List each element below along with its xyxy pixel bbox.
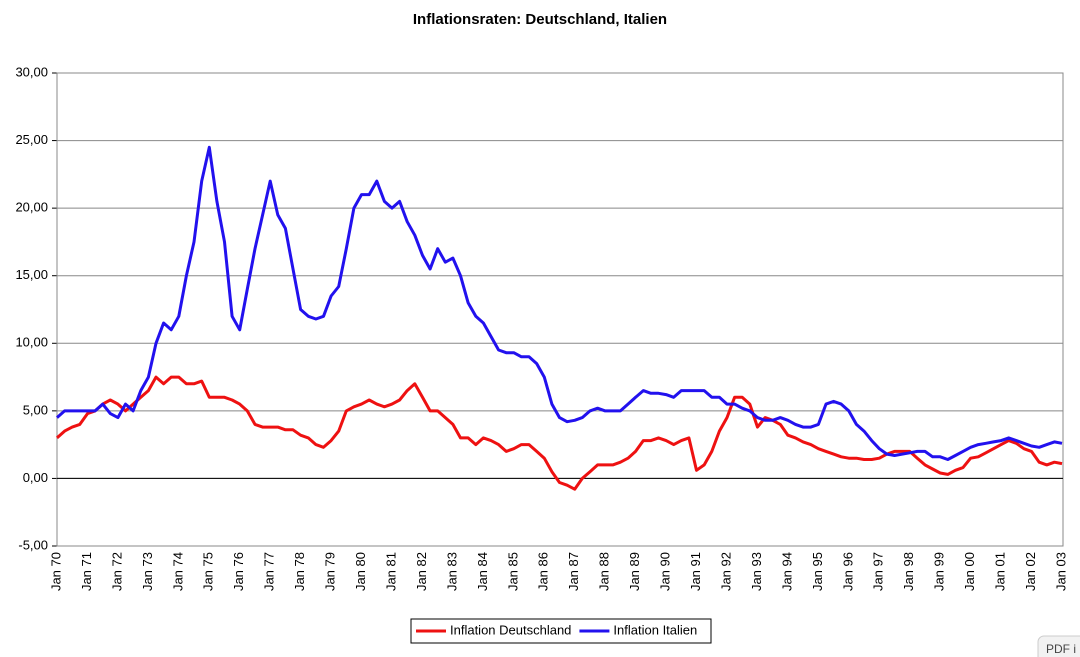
y-tick-label: 30,00 [15,64,48,79]
x-tick-label: Jan 80 [353,552,368,591]
x-tick-label: Jan 89 [627,552,642,591]
x-tick-label: Jan 72 [109,552,124,591]
x-tick-label: Jan 98 [901,552,916,591]
legend-box [410,618,712,644]
x-tick-label: Jan 92 [718,552,733,591]
x-tick-label: Jan 88 [597,552,612,591]
x-tick-label: Jan 02 [1023,552,1038,591]
series-line [55,375,1063,491]
x-tick-label: Jan 87 [566,552,581,591]
x-tick-label: Jan 71 [79,552,94,591]
x-tick-label: Jan 77 [262,552,277,591]
y-tick-label: 15,00 [15,267,48,282]
x-tick-label: Jan 83 [444,552,459,591]
legend: Inflation Deutschland Inflation Italien [410,618,712,644]
overlay-label: PDF i [1046,642,1076,656]
x-tick-label: Jan 84 [475,552,490,591]
x-tick-label: Jan 01 [993,552,1008,591]
y-tick-label: -5,00 [18,537,48,552]
y-tick-label: 5,00 [23,402,48,417]
x-tick-label: Jan 97 [871,552,886,591]
plot-frame [56,72,1064,547]
y-tick-label: 10,00 [15,335,48,350]
y-tick-label: 25,00 [15,132,48,147]
y-tick-label: 0,00 [23,470,48,485]
x-tick-label: Jan 70 [48,552,63,591]
x-tick-label: Jan 03 [1053,552,1068,591]
x-tick-label: Jan 91 [688,552,703,591]
x-tick-label: Jan 73 [140,552,155,591]
x-tick-label: Jan 75 [201,552,216,591]
x-tick-label: Jan 86 [536,552,551,591]
legend-label: Inflation Deutschland [450,622,571,637]
x-tick-label: Jan 90 [658,552,673,591]
x-tick-label: Jan 95 [810,552,825,591]
x-tick-label: Jan 76 [231,552,246,591]
series-line [56,145,1063,461]
legend-label: Inflation Italien [613,622,697,637]
x-tick-label: Jan 00 [962,552,977,591]
x-tick-label: Jan 93 [749,552,764,591]
x-tick-label: Jan 99 [932,552,947,591]
x-tick-label: Jan 85 [505,552,520,591]
y-tick-label: 20,00 [15,200,48,215]
x-tick-label: Jan 81 [383,552,398,591]
x-tick-label: Jan 94 [779,552,794,591]
chart-title: Inflationsraten: Deutschland, Italien [413,11,667,28]
x-tick-label: Jan 96 [840,552,855,591]
x-tick-label: Jan 79 [323,552,338,591]
x-tick-label: Jan 78 [292,552,307,591]
overlay-badge [1037,635,1080,657]
x-tick-label: Jan 82 [414,552,429,591]
x-tick-label: Jan 74 [170,552,185,591]
